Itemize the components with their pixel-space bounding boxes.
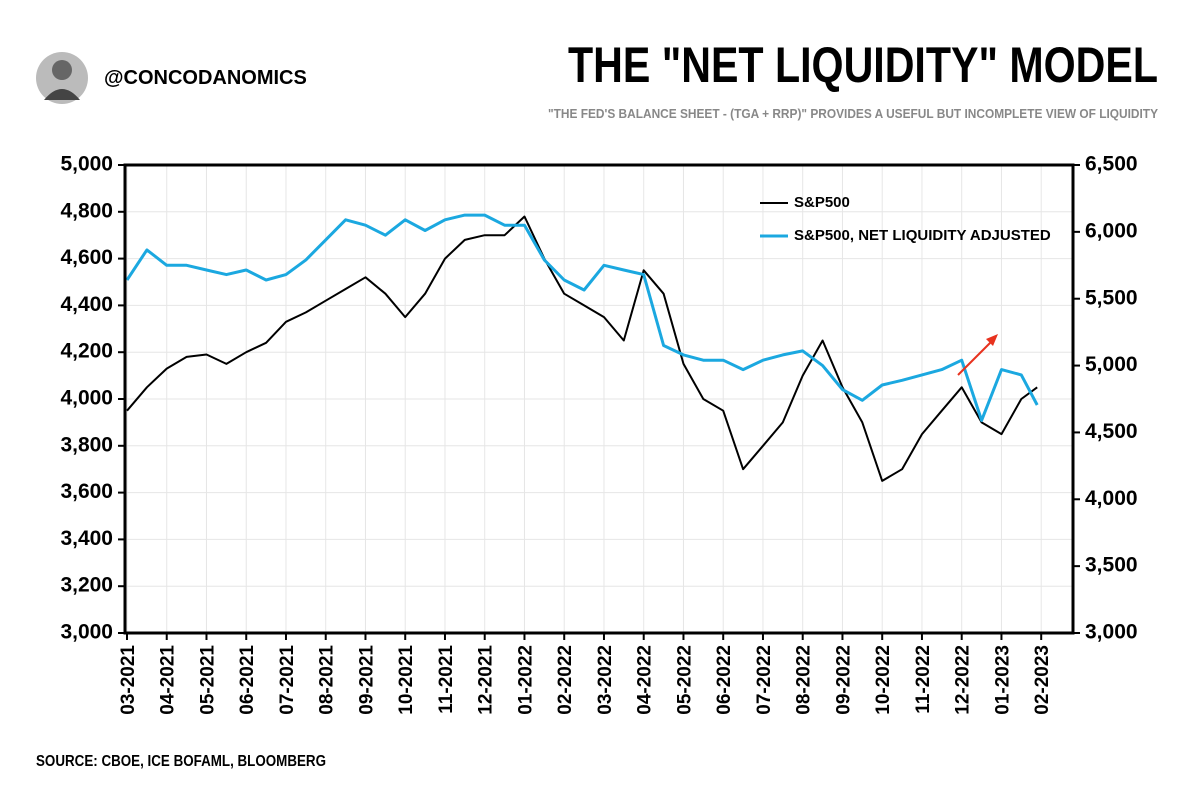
y-tick-label: 3,600 <box>60 480 113 503</box>
x-tick-label: 01-2023 <box>992 645 1013 715</box>
x-tick-label: 03-2021 <box>118 645 139 715</box>
y-tick-label: 5,000 <box>60 153 113 176</box>
plot: 3,000 3,200 3,400 3,600 3,800 4,000 4,200 4,400… <box>60 153 1137 715</box>
y-tick-label: 4,800 <box>60 199 113 222</box>
annotation-arrow <box>957 337 996 376</box>
avatar-body <box>44 89 80 100</box>
x-tick-label: 11-2021 <box>436 645 457 714</box>
y2-tick-label: 6,000 <box>1085 219 1138 242</box>
x-tick-label: 02-2022 <box>555 645 576 715</box>
plot-frame <box>123 163 1075 635</box>
y-tick-label: 4,000 <box>60 387 113 410</box>
y-tick-label: 3,000 <box>60 621 113 644</box>
y2-tick-label: 3,000 <box>1085 621 1138 644</box>
y-tick-label: 3,800 <box>60 433 113 456</box>
chart-subtitle: "THE FED'S BALANCE SHEET - (TGA + RRP)" … <box>548 106 1158 121</box>
y-tick-label: 3,400 <box>60 527 113 550</box>
series-line <box>125 213 1039 422</box>
x-tick-label: 06-2021 <box>237 645 258 715</box>
x-tick-label: 04-2021 <box>158 645 179 715</box>
y2-tick-label: 5,500 <box>1085 286 1138 309</box>
y-tick-label: 4,200 <box>60 340 113 363</box>
series-line <box>126 215 1038 482</box>
x-tick-label: 10-2022 <box>873 645 894 715</box>
source: SOURCE: CBOE, ICE BOFAML, BLOOMBERG <box>36 753 326 770</box>
x-tick-label: 09-2021 <box>356 645 377 715</box>
x-tick-label: 08-2022 <box>794 645 815 715</box>
annotation-arrowhead <box>986 334 998 346</box>
legend-label: S&P500 <box>794 194 850 211</box>
avatar-head <box>52 60 72 80</box>
y2-tick-label: 3,500 <box>1085 554 1138 577</box>
handle: @CONCODANOMICS <box>104 67 307 89</box>
x-tick-label: 03-2022 <box>595 645 616 715</box>
y2-tick-label: 6,500 <box>1085 153 1138 176</box>
x-tick-label: 05-2021 <box>197 645 218 715</box>
x-tick-label: 12-2021 <box>476 645 497 715</box>
x-tick-label: 04-2022 <box>635 645 656 715</box>
y-tick-label: 4,600 <box>60 246 113 269</box>
y2-tick-label: 4,000 <box>1085 487 1138 510</box>
x-tick-label: 08-2021 <box>317 645 338 715</box>
chart-title: THE "NET LIQUIDITY" MODEL <box>568 37 1158 93</box>
x-tick-label: 11-2022 <box>913 645 934 714</box>
y-tick-label: 4,400 <box>60 293 113 316</box>
x-tick-label: 07-2021 <box>277 645 298 715</box>
legend-label: S&P500, NET LIQUIDITY ADJUSTED <box>794 227 1051 244</box>
x-tick-label: 10-2021 <box>396 645 417 715</box>
x-tick-label: 05-2022 <box>674 645 695 715</box>
y-tick-label: 3,200 <box>60 574 113 597</box>
y2-tick-label: 5,000 <box>1085 353 1138 376</box>
x-tick-label: 06-2022 <box>714 645 735 715</box>
x-tick-label: 01-2022 <box>515 645 536 715</box>
x-tick-label: 02-2023 <box>1032 645 1053 715</box>
x-tick-label: 07-2022 <box>754 645 775 715</box>
y2-tick-label: 4,500 <box>1085 420 1138 443</box>
x-tick-label: 12-2022 <box>953 645 974 715</box>
x-tick-label: 09-2022 <box>833 645 854 715</box>
